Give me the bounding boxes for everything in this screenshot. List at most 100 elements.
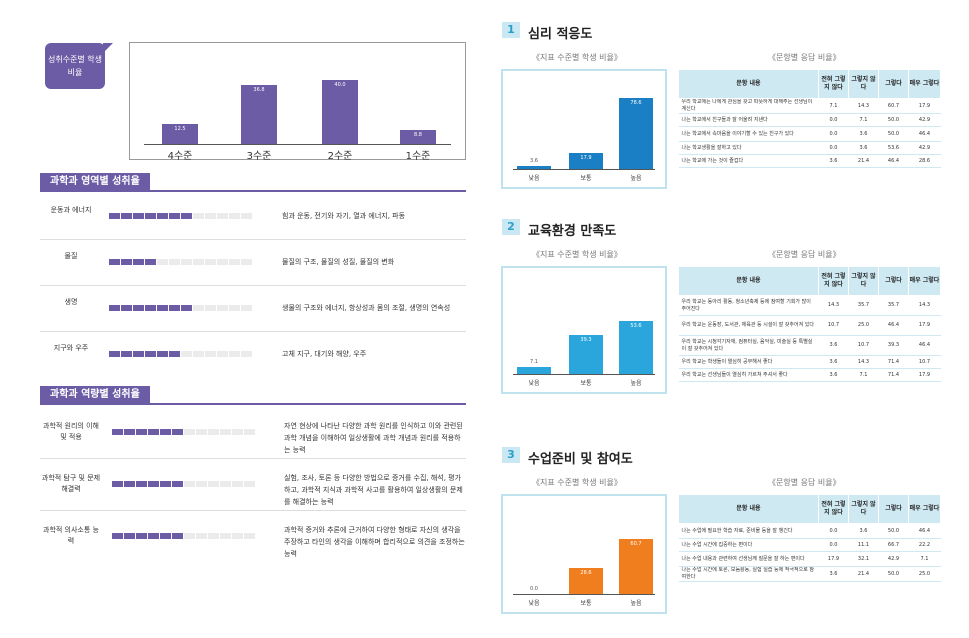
progress-segment xyxy=(169,259,180,265)
level-tag: 성취수준별 학생 비율 xyxy=(45,43,113,89)
indicator-category: 보통 xyxy=(580,600,592,607)
row-description: 실험, 조사, 토론 등 다양한 방법으로 증거를 수집, 해석, 평가하고, … xyxy=(284,474,463,506)
row-separator xyxy=(40,510,466,511)
progress-segment xyxy=(220,533,231,539)
table-row: 나는 수업 시간에 집중하는 편이다 0.0 11.1 66.7 22.2 xyxy=(678,538,941,552)
table-header-cell: 그렇지 않다 xyxy=(848,266,879,296)
area-section-title: 과학과 영역별 성취율 xyxy=(40,173,150,191)
table-row: 나는 학교에 가는 것이 즐겁다 3.6 21.4 46.4 28.6 xyxy=(678,154,941,168)
indicator-bar: 60.7 xyxy=(619,539,653,594)
table-header-cell: 그렇다 xyxy=(878,69,909,99)
progress-segment xyxy=(112,481,123,487)
value-cell: 3.6 xyxy=(818,154,849,168)
progress-segment xyxy=(217,351,228,357)
progress-segment xyxy=(205,213,216,219)
progress-segment xyxy=(109,305,120,311)
progress-segment xyxy=(220,481,231,487)
progress-segment xyxy=(133,305,144,311)
progress-segment xyxy=(121,259,132,265)
indicator-bar: 39.3 xyxy=(569,335,603,374)
indicator-bar: 53.6 xyxy=(619,321,653,374)
table-header-cell: 전혀 그렇지 않다 xyxy=(818,266,849,296)
table-header-row: 문항 내용 전혀 그렇지 않다 그렇지 않다 그렇다 매우 그렇다 xyxy=(678,494,941,524)
value-cell: 0.0 xyxy=(818,538,849,552)
value-cell: 50.0 xyxy=(878,523,909,539)
progress-segment xyxy=(217,259,228,265)
value-cell: 42.9 xyxy=(908,113,941,127)
progress-segment xyxy=(244,481,255,487)
table-caption: 《문항별 응답 비율》 xyxy=(768,250,841,259)
row-separator xyxy=(40,458,466,459)
value-cell: 46.4 xyxy=(908,335,941,356)
progress-segments xyxy=(109,213,252,219)
level-bar-value: 36.8 xyxy=(253,87,265,94)
progress-segment xyxy=(169,213,180,219)
progress-segment xyxy=(112,429,123,435)
progress-segment xyxy=(169,305,180,311)
progress-segment xyxy=(157,259,168,265)
progress-segment xyxy=(148,533,159,539)
indicator-chart: 0.0 낮음 28.6 보통 60.7 높음 xyxy=(501,494,667,614)
question-cell: 우리 학교는 학생들이 열심히 공부해서 좋다 xyxy=(678,355,819,369)
table-row: 나는 학교에서 친구들과 잘 어울려 지낸다 0.0 7.1 50.0 42.9 xyxy=(678,113,941,127)
progress-segments xyxy=(109,351,252,357)
indicator-chart: 7.1 낮음 39.3 보통 53.6 높음 xyxy=(501,266,667,394)
progress-segment xyxy=(181,305,192,311)
row-separator xyxy=(40,331,466,332)
progress-segment xyxy=(133,351,144,357)
row-separator xyxy=(40,239,466,240)
value-cell: 10.7 xyxy=(848,335,879,356)
value-cell: 17.9 xyxy=(908,98,941,114)
row-description: 과학적 증거와 추론에 근거하여 다양한 형태로 자신의 생각을 주장하고 타인… xyxy=(284,526,465,558)
value-cell: 35.7 xyxy=(878,295,909,316)
section-title: 수업준비 및 참여도 xyxy=(528,452,633,467)
value-cell: 21.4 xyxy=(848,154,879,168)
value-cell: 7.1 xyxy=(848,113,879,127)
progress-segment xyxy=(241,351,252,357)
value-cell: 0.0 xyxy=(818,141,849,155)
value-cell: 42.9 xyxy=(908,141,941,155)
value-cell: 7.1 xyxy=(818,98,849,114)
level-axis xyxy=(144,144,451,145)
progress-segment xyxy=(148,429,159,435)
progress-segment xyxy=(181,351,192,357)
value-cell: 60.7 xyxy=(878,98,909,114)
value-cell: 46.4 xyxy=(908,523,941,539)
progress-segment xyxy=(232,481,243,487)
question-cell: 나는 수업 시간에 토론, 모둠활동, 실험 실습 등에 적극적으로 참여한다 xyxy=(678,566,819,582)
progress-segment xyxy=(217,305,228,311)
progress-segment xyxy=(121,213,132,219)
table-header-cell: 매우 그렇다 xyxy=(908,69,941,99)
value-cell: 71.4 xyxy=(878,355,909,369)
table-row: 나는 학교에서 속마음을 이야기할 수 있는 친구가 있다 0.0 3.6 50.0 4… xyxy=(678,126,941,142)
question-cell: 우리 학교는 동아리 활동, 청소년축제 등에 참여할 기회가 많이 주어진다 xyxy=(678,295,819,316)
question-cell: 우리 학교는 시청각기자재, 컴퓨터실, 음악실, 미술실 등 특별실이 잘 갖… xyxy=(678,335,819,356)
question-cell: 나는 수업에 필요한 학습 자료, 준비물 등을 잘 챙긴다 xyxy=(678,523,819,539)
progress-segment xyxy=(184,481,195,487)
table-header-cell: 매우 그렇다 xyxy=(908,266,941,296)
progress-segments xyxy=(112,481,255,487)
progress-segment xyxy=(160,481,171,487)
value-cell: 3.6 xyxy=(818,368,849,382)
question-cell: 우리 학교에는 나에게 관심을 갖고 따뜻하게 대해주는 선생님이 계신다 xyxy=(678,98,819,114)
question-cell: 우리 학교는 운동장, 도서관, 체육관 등 시설이 잘 갖추어져 있다 xyxy=(678,315,819,336)
level-bar: 12.5 xyxy=(162,124,198,144)
level-category: 2수준 xyxy=(327,151,353,162)
question-cell: 나는 수업 시간에 집중하는 편이다 xyxy=(678,538,819,552)
progress-segment xyxy=(145,305,156,311)
progress-segment xyxy=(244,533,255,539)
question-cell: 나는 학교에서 친구들과 잘 어울려 지낸다 xyxy=(678,113,819,127)
value-cell: 0.0 xyxy=(818,523,849,539)
progress-segment xyxy=(232,533,243,539)
progress-segment xyxy=(196,429,207,435)
area-section-line xyxy=(40,190,466,192)
progress-segment xyxy=(184,429,195,435)
value-cell: 14.3 xyxy=(908,295,941,316)
level-bar-value: 40.0 xyxy=(334,82,346,88)
level-category: 4수준 xyxy=(167,151,193,162)
indicator-bar-value: 7.1 xyxy=(530,359,538,366)
progress-segment xyxy=(124,429,135,435)
progress-segment xyxy=(157,305,168,311)
progress-segment xyxy=(157,351,168,357)
progress-segment xyxy=(232,429,243,435)
